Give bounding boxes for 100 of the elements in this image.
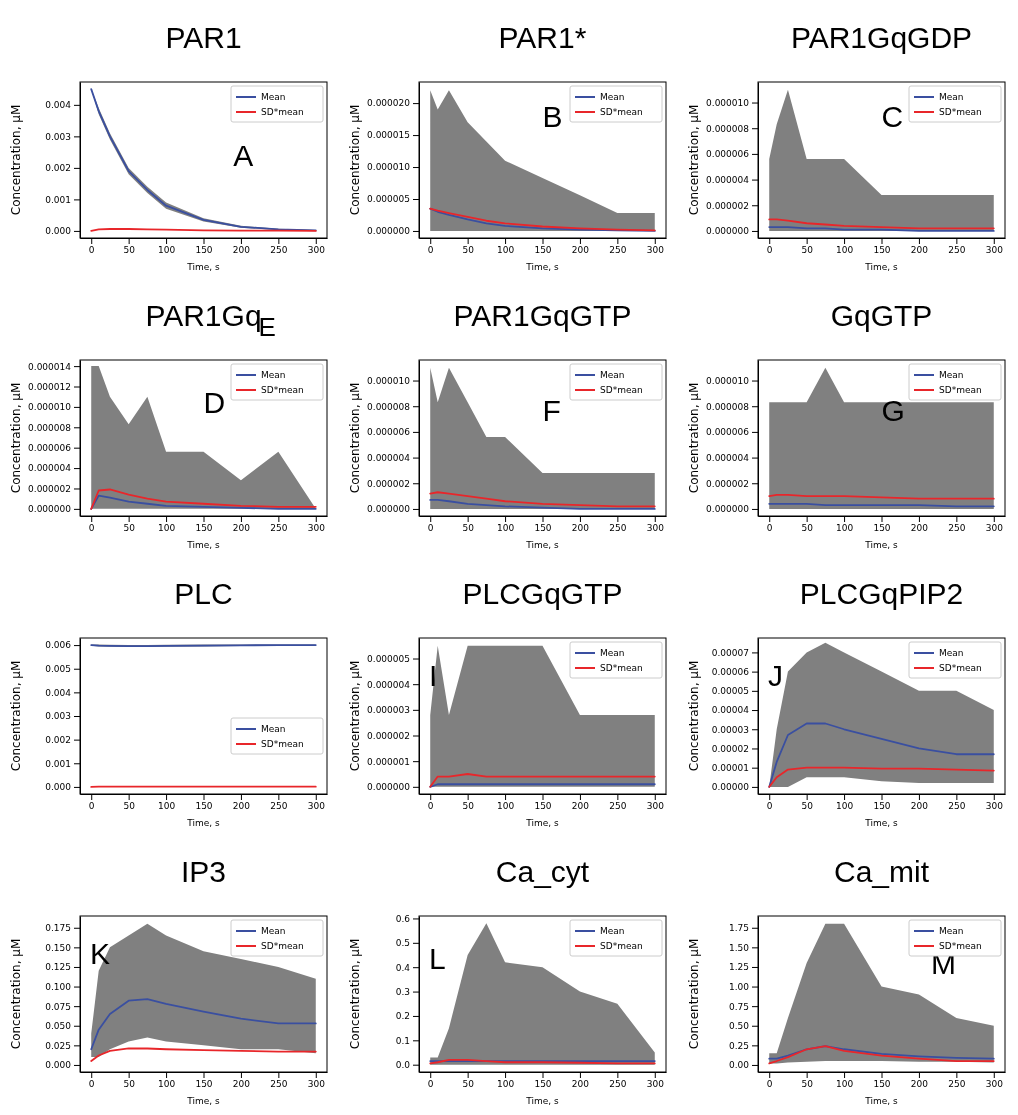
y-tick-label: 0.000010 [28, 402, 72, 413]
y-tick-label: 0.4 [395, 962, 411, 973]
y-tick-label: 0.000006 [28, 443, 72, 454]
x-tick-label: 100 [835, 1079, 854, 1090]
y-tick-label: 0.000006 [706, 427, 750, 438]
x-axis-title: Time, s [864, 540, 899, 550]
y-tick-label: 0.000002 [28, 483, 71, 494]
annotation: C [881, 100, 904, 134]
y-axis-title: Concentration, μM [348, 938, 362, 1050]
y-axis-title: Concentration, μM [9, 938, 23, 1050]
chart-title: PAR1GqGTP [453, 299, 632, 332]
x-tick-label: 150 [195, 523, 213, 534]
y-tick-label: 0.000 [45, 226, 72, 237]
x-tick-label: 50 [801, 523, 814, 534]
y-tick-label: 0.002 [45, 163, 71, 174]
y-axis-title: Concentration, μM [348, 382, 362, 494]
x-axis-title: Time, s [525, 262, 560, 272]
y-tick-label: 0.50 [728, 1021, 750, 1032]
legend-label: SD*mean [600, 385, 643, 395]
x-tick-label: 150 [873, 523, 891, 534]
legend-label: SD*mean [939, 107, 982, 117]
x-axis-title: Time, s [864, 262, 899, 272]
y-tick-label: 0.003 [45, 711, 71, 722]
x-tick-label: 200 [232, 523, 251, 534]
x-tick-label: 100 [157, 1079, 176, 1090]
x-tick-label: 300 [646, 523, 665, 534]
x-tick-label: 50 [123, 245, 136, 256]
y-tick-label: 0.000004 [367, 452, 411, 463]
y-tick-label: 0.175 [45, 923, 71, 934]
y-tick-label: 0.1 [395, 1035, 410, 1046]
x-tick-label: 200 [232, 245, 251, 256]
x-tick-label: 200 [910, 523, 929, 534]
y-tick-label: 0.050 [45, 1021, 72, 1032]
x-axis-title: Time, s [186, 1096, 221, 1106]
y-axis-title: Concentration, μM [9, 660, 23, 772]
legend-label: Mean [261, 92, 286, 102]
y-tick-label: 1.50 [728, 942, 750, 953]
x-tick-label: 50 [801, 801, 814, 812]
x-axis-title: Time, s [186, 540, 221, 550]
y-axis-title: Concentration, μM [687, 382, 701, 494]
legend-label: SD*mean [261, 739, 304, 749]
y-axis-title: Concentration, μM [9, 382, 23, 494]
y-tick-label: 0.000004 [367, 679, 411, 690]
chart-title: PAR1* [498, 21, 587, 54]
y-tick-label: 0.00000 [711, 782, 750, 793]
y-tick-label: 0.75 [728, 1001, 749, 1012]
y-tick-label: 0.000012 [28, 381, 71, 392]
y-tick-label: 0.004 [45, 687, 72, 698]
y-tick-label: 0.125 [45, 962, 71, 973]
chart-title: PLCGqPIP2 [799, 577, 964, 610]
y-tick-label: 0.000002 [367, 478, 410, 489]
y-tick-label: 0.075 [45, 1001, 71, 1012]
y-tick-label: 0.000020 [367, 98, 411, 109]
legend-label: Mean [600, 648, 625, 658]
legend-label: Mean [939, 926, 964, 936]
y-tick-label: 0.000010 [706, 97, 750, 108]
y-tick-label: 0.000005 [367, 653, 410, 664]
x-tick-label: 250 [609, 523, 627, 534]
y-tick-label: 0.000004 [706, 452, 750, 463]
y-tick-label: 1.25 [728, 962, 749, 973]
x-tick-label: 150 [195, 245, 213, 256]
x-tick-label: 50 [462, 523, 475, 534]
annotation: K [89, 937, 110, 971]
x-tick-label: 250 [609, 1079, 627, 1090]
x-tick-label: 300 [646, 801, 665, 812]
x-tick-label: 250 [270, 801, 288, 812]
y-tick-label: 0.000002 [706, 200, 749, 211]
y-tick-label: 0.025 [45, 1040, 71, 1051]
y-tick-label: 0.000002 [367, 730, 410, 741]
legend-label: SD*mean [600, 107, 643, 117]
legend-label: SD*mean [261, 385, 304, 395]
chart-title: Ca_cyt [495, 855, 590, 888]
y-tick-label: 0.000008 [706, 401, 750, 412]
x-tick-label: 100 [496, 523, 515, 534]
x-tick-label: 100 [835, 523, 854, 534]
annotation: L [428, 942, 446, 975]
x-tick-label: 250 [948, 801, 966, 812]
y-tick-label: 0.000000 [367, 782, 411, 793]
y-tick-label: 0.000006 [706, 149, 750, 160]
annotation: G [881, 393, 905, 427]
chart-title: PAR1GqGDP [790, 21, 973, 54]
x-tick-label: 300 [985, 1079, 1004, 1090]
x-tick-label: 100 [496, 1079, 515, 1090]
y-tick-label: 0.6 [395, 913, 411, 924]
legend-label: SD*mean [261, 107, 304, 117]
annotation: A [233, 139, 254, 173]
x-tick-label: 250 [948, 245, 966, 256]
x-tick-label: 200 [571, 245, 590, 256]
x-tick-label: 0 [427, 1079, 434, 1090]
y-tick-label: 0.004 [45, 100, 72, 111]
x-tick-label: 200 [910, 801, 929, 812]
y-tick-label: 0.000014 [28, 361, 72, 372]
y-tick-label: 0.00005 [711, 686, 749, 697]
x-tick-label: 0 [88, 1079, 95, 1090]
x-tick-label: 200 [571, 801, 590, 812]
x-tick-label: 200 [571, 1079, 590, 1090]
annotation: I [428, 659, 438, 693]
x-tick-label: 250 [270, 245, 288, 256]
x-tick-label: 50 [462, 801, 475, 812]
chart-title: PLCGqGTP [462, 577, 623, 610]
